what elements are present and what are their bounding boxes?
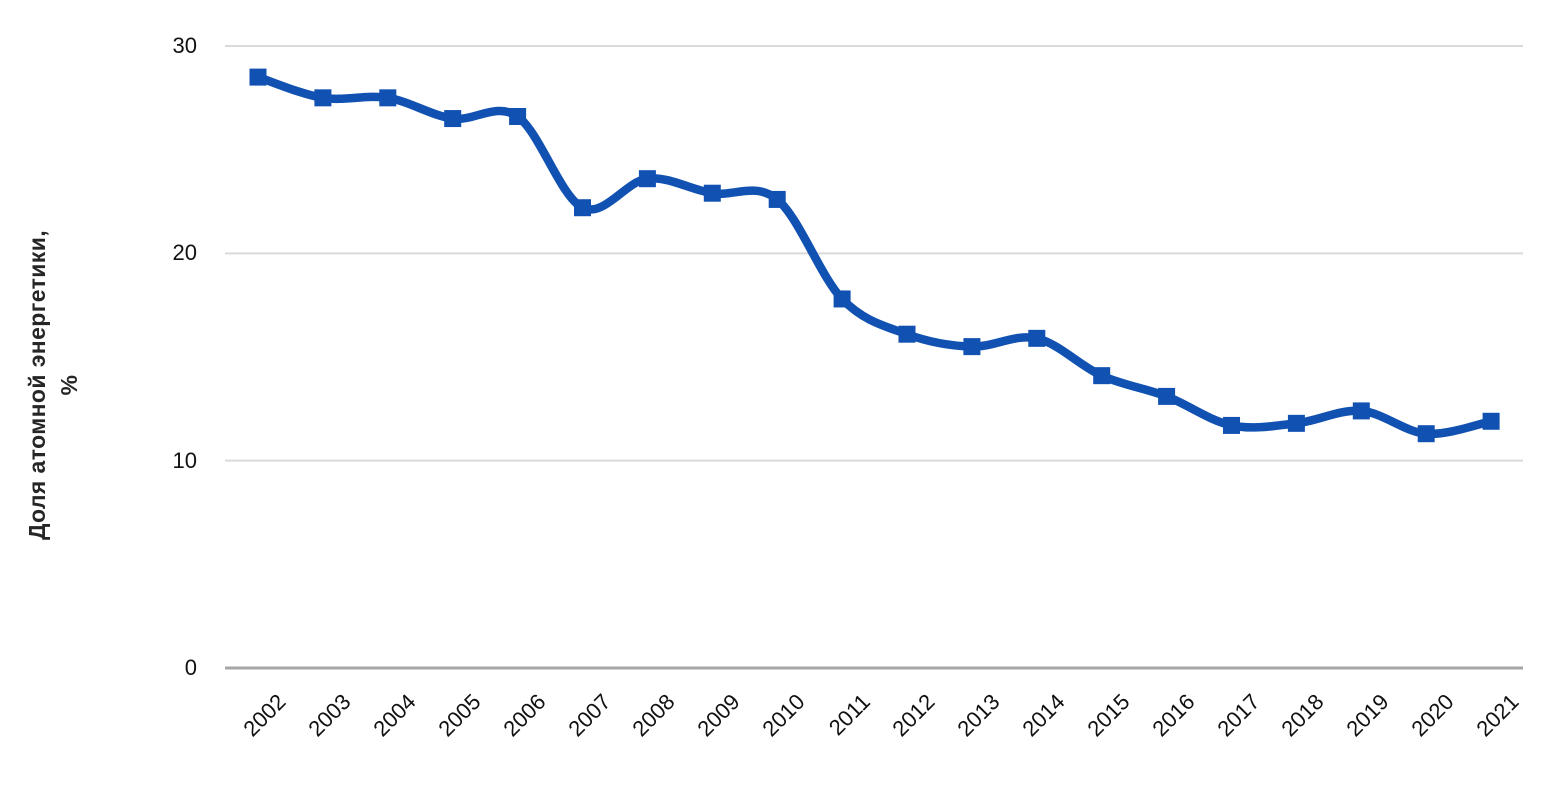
- data-point-marker: [509, 107, 527, 125]
- data-point-marker: [703, 184, 721, 202]
- data-point-marker: [768, 190, 786, 208]
- data-line: [253, 72, 1496, 439]
- data-point-marker: [1223, 416, 1240, 434]
- data-point-marker: [1158, 387, 1176, 405]
- data-point-marker: [1093, 367, 1111, 385]
- y-tick-label: 10: [172, 447, 197, 473]
- data-point-marker: [833, 290, 851, 308]
- data-point-marker: [963, 338, 981, 356]
- data-point-marker: [1482, 412, 1500, 430]
- data-point-marker: [574, 199, 591, 217]
- data-point-marker: [1417, 425, 1435, 443]
- data-point-marker: [898, 325, 916, 343]
- data-point-marker: [249, 68, 267, 86]
- data-point-marker: [638, 170, 656, 188]
- data-point-marker: [314, 89, 332, 107]
- data-point-marker: [1028, 329, 1046, 347]
- y-tick-label: 30: [172, 33, 197, 58]
- y-tick-label: 20: [172, 240, 197, 266]
- y-tick-label: 0: [184, 655, 197, 680]
- data-point-marker: [1287, 414, 1305, 432]
- data-point-marker: [379, 89, 397, 107]
- data-point-marker: [1352, 402, 1370, 420]
- data-point-marker: [444, 110, 462, 128]
